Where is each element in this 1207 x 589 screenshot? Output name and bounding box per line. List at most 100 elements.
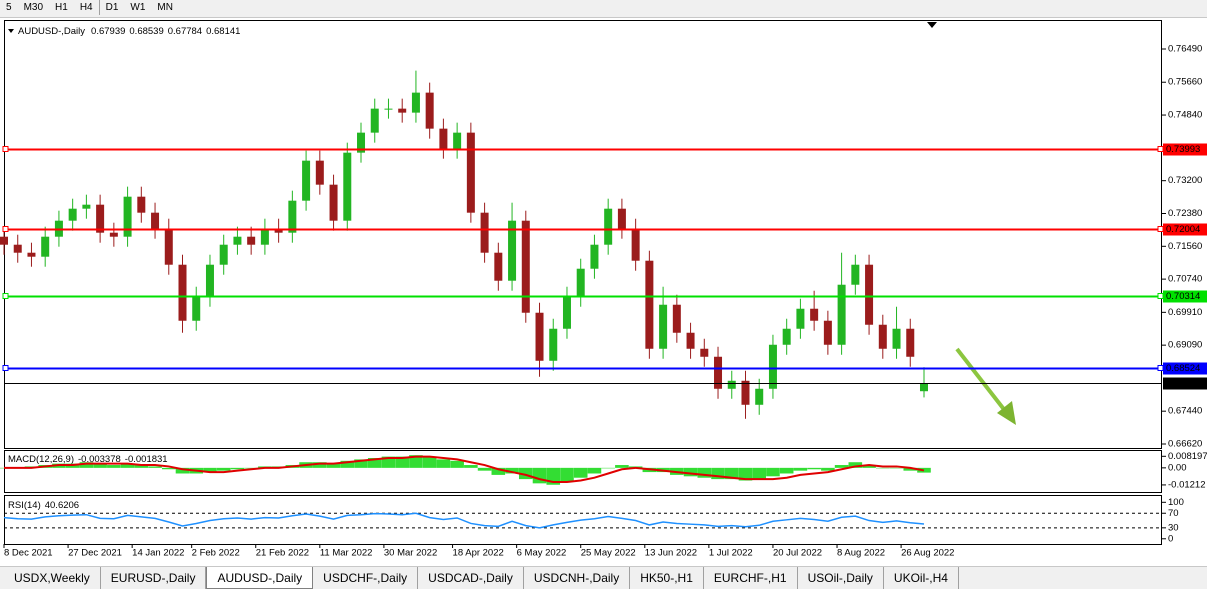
candle-body [343, 152, 352, 221]
macd-bar [395, 456, 410, 468]
macd-bar [354, 459, 368, 468]
candle-body [865, 264, 874, 325]
macd-bar [161, 467, 176, 470]
timeframe-button[interactable]: H1 [55, 2, 68, 13]
y-tick-label: 30 [1168, 522, 1179, 533]
x-tick-label: 25 May 2022 [581, 548, 636, 559]
macd-bar [848, 462, 863, 468]
candle-body [659, 304, 668, 349]
x-tick-label: 26 Aug 2022 [901, 548, 954, 559]
candle-body [576, 268, 585, 297]
y-tick-label: 70 [1168, 508, 1179, 519]
open-value: 0.67939 [91, 26, 125, 37]
candle-body [41, 236, 50, 257]
timeframe-button[interactable]: D1 [98, 0, 125, 15]
chart-tab[interactable]: USDCAD-,Daily [418, 567, 524, 589]
symbol: AUDUSD-,Daily [18, 26, 85, 37]
candle-body [274, 228, 283, 233]
candle-body [741, 380, 750, 405]
candle-body [411, 92, 420, 113]
macd-bar [615, 465, 629, 468]
x-tick-label: 8 Dec 2021 [4, 548, 53, 559]
candle-body [0, 236, 8, 245]
timeframe-button[interactable]: W1 [130, 2, 146, 13]
macd-bar [505, 467, 519, 474]
x-tick-label: 1 Jul 2022 [709, 548, 753, 559]
candle-body [906, 328, 915, 357]
macd-bar [807, 467, 821, 470]
arrow-shaft [955, 347, 1008, 414]
candle-body [425, 92, 434, 129]
macd-bar [587, 467, 602, 474]
candle-body [123, 196, 132, 237]
candle-body [96, 204, 105, 233]
chart-tab[interactable]: USDX,Weekly [4, 567, 101, 589]
candle-body [535, 312, 544, 361]
macd-value: -0.003378 [78, 454, 121, 465]
y-tick-label: 0.70740 [1168, 274, 1202, 285]
chart-tab[interactable]: USOil-,Daily [798, 567, 884, 589]
level-handle [1157, 226, 1164, 232]
x-tick-label: 21 Feb 2022 [256, 548, 309, 559]
candle-body [329, 184, 338, 221]
level-handle [1157, 293, 1164, 299]
macd-bar [601, 467, 615, 469]
candle-body [315, 160, 324, 185]
macd-bar [738, 467, 753, 481]
x-tick-label: 20 Jul 2022 [773, 548, 822, 559]
candle-body [233, 236, 242, 245]
chart-tab[interactable]: EURUSD-,Daily [101, 567, 207, 589]
timeframe-button[interactable]: H4 [79, 2, 93, 13]
y-tick-label: -0.01212 [1168, 479, 1206, 490]
candle-body [508, 220, 517, 281]
candle-body [439, 128, 448, 149]
high-value: 0.68539 [129, 26, 163, 37]
macd-bar [79, 462, 94, 468]
macd-bar [477, 467, 492, 471]
rsi-title: RSI(14) [8, 500, 41, 511]
candle-body [549, 328, 558, 361]
signal-value: -0.001831 [125, 454, 168, 465]
macd-bar [834, 465, 849, 468]
candle-body [370, 108, 379, 133]
macd-bar [766, 467, 780, 477]
macd-bar [381, 456, 396, 468]
candle-body [590, 244, 599, 269]
level-label-box [1163, 143, 1207, 156]
macd-bar [216, 467, 231, 471]
candle-body [480, 212, 489, 253]
price-header: AUDUSD-,Daily 0.67939 0.68539 0.67784 0.6814… [18, 26, 240, 37]
macd-bar [862, 465, 876, 468]
candle-body [494, 252, 503, 281]
chart-tab[interactable]: AUDUSD-,Daily [206, 567, 314, 589]
x-tick-label: 27 Dec 2021 [68, 548, 122, 559]
chart-tab[interactable]: EURCHF-,H1 [704, 567, 798, 589]
level-label: 0.70314 [1166, 291, 1200, 302]
y-tick-label: 0.74840 [1168, 110, 1202, 121]
level-label-box [1163, 290, 1207, 303]
chart-tab[interactable]: USDCNH-,Daily [524, 567, 631, 589]
candle-body [837, 284, 846, 345]
timeframe-button[interactable]: M30 [23, 2, 44, 13]
chart-tab[interactable]: USDCHF-,Daily [313, 567, 419, 589]
candle-body [823, 320, 832, 345]
candle-body [13, 244, 22, 253]
y-tick-label: 0.69910 [1168, 307, 1202, 318]
chart-tab[interactable]: UKOil-,H4 [884, 567, 959, 589]
macd-bar [889, 467, 904, 469]
y-tick-label: 0.67440 [1168, 406, 1202, 417]
level-label: 0.72004 [1166, 224, 1200, 235]
shift-marker [927, 22, 937, 28]
candle-body [892, 328, 901, 349]
signal-line [4, 455, 925, 483]
candle-body [919, 383, 928, 392]
timeframe-button[interactable]: MN [157, 2, 173, 13]
timeframe-button[interactable]: 5 [6, 2, 12, 13]
candle-body [137, 196, 146, 213]
macd-bar [875, 467, 890, 469]
y-tick-label: 0 [1168, 533, 1173, 544]
candle-body [755, 388, 764, 405]
level-label: 0.73993 [1166, 144, 1200, 155]
chart-tab[interactable]: HK50-,H1 [630, 567, 704, 589]
